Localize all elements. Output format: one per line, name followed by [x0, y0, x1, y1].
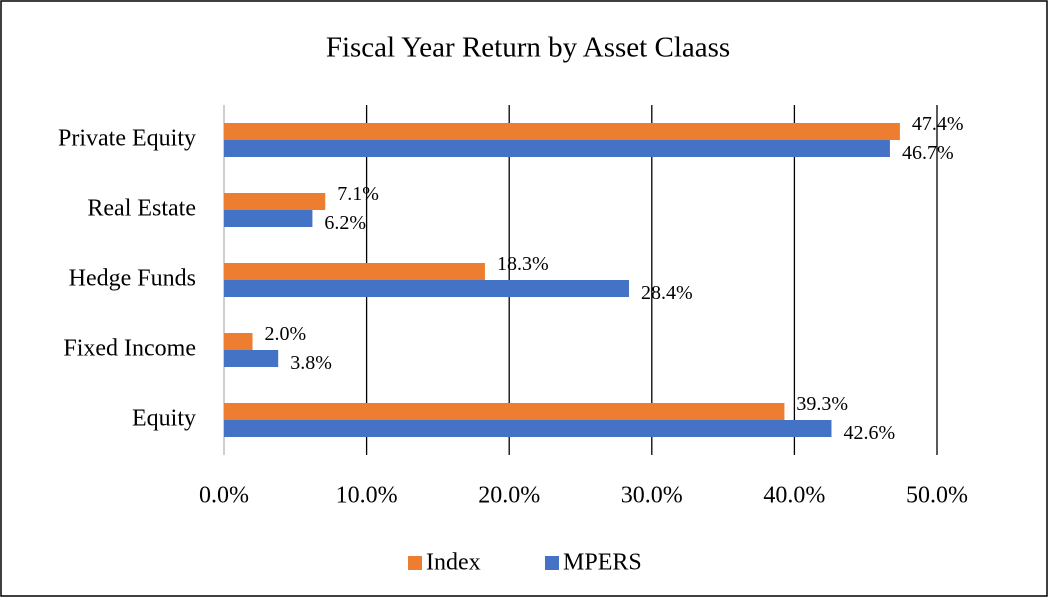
- legend-label: MPERS: [563, 550, 642, 576]
- data-label: 2.0%: [265, 323, 307, 345]
- y-tick-label: Equity: [132, 406, 196, 432]
- data-label: 39.3%: [796, 393, 848, 415]
- y-tick-label: Private Equity: [58, 126, 196, 152]
- data-label: 46.7%: [902, 142, 954, 164]
- bar: [224, 210, 313, 227]
- chart-title: Fiscal Year Return by Asset Claass: [326, 32, 730, 64]
- x-tick-label: 0.0%: [199, 483, 249, 509]
- bar: [224, 193, 326, 210]
- data-label: 18.3%: [497, 253, 549, 275]
- x-tick-label: 40.0%: [763, 483, 825, 509]
- bar: [224, 350, 279, 367]
- x-tick-label: 20.0%: [478, 483, 540, 509]
- bar: [224, 420, 832, 437]
- bar: [224, 263, 485, 280]
- bar: [224, 280, 629, 297]
- bar: [224, 140, 890, 157]
- data-label: 28.4%: [641, 282, 693, 304]
- y-tick-label: Real Estate: [87, 196, 196, 222]
- legend-swatch: [408, 556, 422, 570]
- x-tick-label: 50.0%: [906, 483, 968, 509]
- data-label: 3.8%: [290, 352, 332, 374]
- x-tick-label: 10.0%: [336, 483, 398, 509]
- legend-label: Index: [426, 550, 481, 576]
- legend-swatch: [545, 556, 559, 570]
- bar: [224, 333, 253, 350]
- data-label: 6.2%: [324, 212, 366, 234]
- x-tick-label: 30.0%: [621, 483, 683, 509]
- bar: [224, 403, 785, 420]
- data-label: 47.4%: [912, 113, 964, 135]
- y-tick-label: Fixed Income: [63, 336, 196, 362]
- bar: [224, 123, 900, 140]
- data-label: 42.6%: [843, 422, 895, 444]
- y-tick-label: Hedge Funds: [69, 266, 196, 292]
- data-label: 7.1%: [337, 183, 379, 205]
